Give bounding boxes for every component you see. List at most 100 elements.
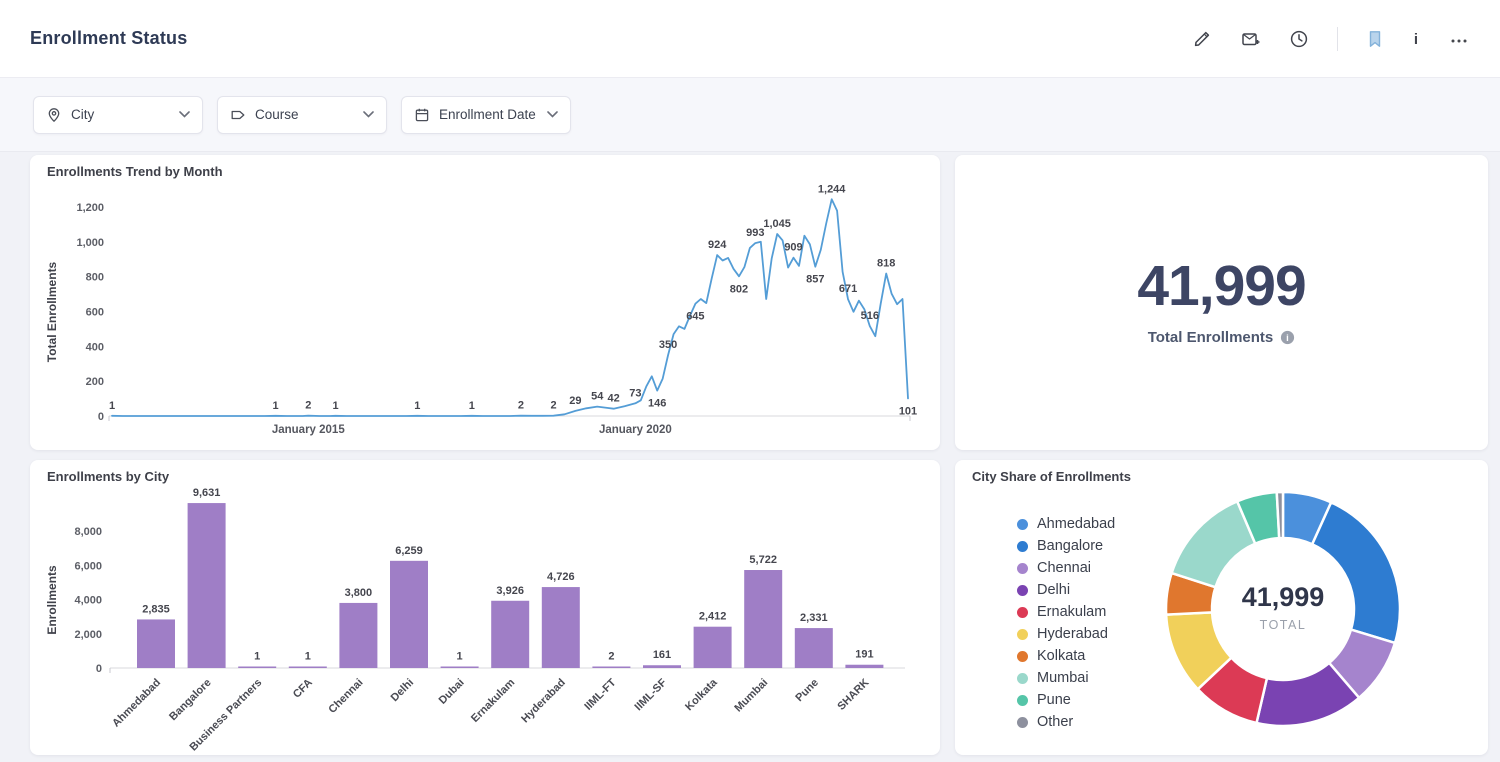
svg-text:1: 1 <box>414 400 420 412</box>
svg-text:IIML-FT: IIML-FT <box>582 676 618 712</box>
legend-label: Ernakulam <box>1037 604 1107 620</box>
header-toolbar: i <box>1192 26 1470 51</box>
legend-item-pune[interactable]: Pune <box>1017 692 1115 708</box>
svg-text:600: 600 <box>86 307 104 319</box>
svg-text:1: 1 <box>457 651 463 663</box>
svg-text:1,000: 1,000 <box>76 237 104 249</box>
svg-text:3,926: 3,926 <box>496 585 524 597</box>
svg-text:29: 29 <box>569 395 581 407</box>
svg-text:Bangalore: Bangalore <box>167 677 214 724</box>
svg-text:350: 350 <box>659 339 677 351</box>
svg-text:1: 1 <box>332 400 338 412</box>
kpi-label: Total Enrollments <box>1147 329 1274 346</box>
svg-text:200: 200 <box>86 376 104 388</box>
bar-chart-card: Enrollments by City 0 2,000 4,000 6,000 8,00… <box>30 460 940 755</box>
svg-text:802: 802 <box>730 283 748 295</box>
svg-text:993: 993 <box>746 227 764 239</box>
bar-chart-title: Enrollments by City <box>47 469 170 484</box>
svg-text:41,999: 41,999 <box>1242 582 1325 612</box>
svg-text:161: 161 <box>653 649 671 661</box>
donut-slice-bangalore[interactable] <box>1310 501 1402 645</box>
svg-text:6,000: 6,000 <box>74 560 102 572</box>
svg-text:1: 1 <box>109 400 115 412</box>
svg-text:1: 1 <box>305 651 311 663</box>
svg-text:857: 857 <box>806 274 824 286</box>
more-options-icon[interactable] <box>1448 29 1470 49</box>
info-icon[interactable]: i <box>1412 29 1420 49</box>
legend-label: Mumbai <box>1037 670 1089 686</box>
svg-text:4,726: 4,726 <box>547 571 575 583</box>
legend-item-other[interactable]: Other <box>1017 714 1115 730</box>
legend-dot <box>1017 584 1028 596</box>
svg-text:i: i <box>1414 31 1418 48</box>
donut-slice-other[interactable] <box>1275 490 1285 540</box>
legend-dot <box>1017 518 1028 530</box>
svg-text:Chennai: Chennai <box>326 677 365 716</box>
svg-text:671: 671 <box>839 283 857 295</box>
legend-label: Ahmedabad <box>1037 516 1116 532</box>
svg-text:645: 645 <box>686 311 704 323</box>
svg-text:January 2015: January 2015 <box>272 424 345 436</box>
svg-text:4,000: 4,000 <box>74 595 102 607</box>
edit-pencil-icon[interactable] <box>1192 29 1212 49</box>
legend-label: Pune <box>1037 692 1071 708</box>
export-add-icon[interactable] <box>1240 29 1261 49</box>
svg-text:Ernakulam: Ernakulam <box>469 676 517 724</box>
svg-text:909: 909 <box>784 242 802 254</box>
city-share-donut-chart[interactable]: 41,999 TOTAL <box>1156 482 1411 737</box>
svg-text:54: 54 <box>591 391 604 403</box>
legend-item-ahmedabad[interactable]: Ahmedabad <box>1017 516 1115 532</box>
svg-text:Enrollments: Enrollments <box>45 565 59 635</box>
legend-item-kolkata[interactable]: Kolkata <box>1017 648 1115 664</box>
enrollments-trend-line-chart[interactable]: 0 200 400 600 800 1,000 1,200 Total Enrollments… <box>30 155 940 450</box>
page-title: Enrollment Status <box>30 28 188 48</box>
svg-text:Pune: Pune <box>793 677 821 705</box>
toolbar-divider <box>1337 26 1338 51</box>
filter-city-dropdown[interactable]: City <box>33 95 203 134</box>
donut-chart-card: City Share of Enrollments Ahmedabad Banga… <box>955 460 1488 755</box>
svg-text:January 2020: January 2020 <box>599 424 672 436</box>
legend-item-bangalore[interactable]: Bangalore <box>1017 538 1115 554</box>
legend-item-mumbai[interactable]: Mumbai <box>1017 670 1115 686</box>
filter-course-dropdown[interactable]: Course <box>217 95 387 134</box>
bookmark-icon[interactable] <box>1366 29 1384 49</box>
legend-item-chennai[interactable]: Chennai <box>1017 560 1115 576</box>
filter-label: City <box>71 107 95 122</box>
dashboard-header: Enrollment Status i <box>0 0 1500 78</box>
svg-text:2: 2 <box>305 400 311 412</box>
chevron-down-icon <box>179 111 190 118</box>
legend-dot <box>1017 562 1028 574</box>
svg-text:800: 800 <box>86 272 104 284</box>
svg-text:101: 101 <box>899 405 917 417</box>
legend-item-ernakulam[interactable]: Ernakulam <box>1017 604 1115 620</box>
svg-text:2: 2 <box>551 400 557 412</box>
legend-label: Other <box>1037 714 1074 730</box>
legend-label: Delhi <box>1037 582 1071 598</box>
svg-text:146: 146 <box>648 398 666 410</box>
svg-text:IIML-SF: IIML-SF <box>633 676 670 713</box>
legend-item-hyderabad[interactable]: Hyderabad <box>1017 626 1115 642</box>
svg-text:400: 400 <box>86 341 104 353</box>
enrollments-by-city-bar-chart[interactable]: 0 2,000 4,000 6,000 8,000 Enrollments 2,835 Ahm… <box>30 460 940 755</box>
tag-icon <box>231 110 245 119</box>
filter-bar: City Course Enrollment Date <box>0 78 1500 152</box>
legend-label: Hyderabad <box>1037 626 1108 642</box>
line-chart-card: Enrollments Trend by Month 0 200 400 600 800… <box>30 155 940 450</box>
legend-label: Bangalore <box>1037 538 1104 554</box>
chevron-down-icon <box>363 111 374 118</box>
legend-label: Kolkata <box>1037 648 1086 664</box>
svg-text:2: 2 <box>608 651 614 663</box>
legend-item-delhi[interactable]: Delhi <box>1017 582 1115 598</box>
history-clock-icon[interactable] <box>1289 29 1309 49</box>
svg-text:6,259: 6,259 <box>395 545 423 557</box>
info-circle-icon[interactable]: i <box>1280 330 1295 345</box>
svg-text:Ahmedabad: Ahmedabad <box>110 677 163 730</box>
filter-enrollment-date-dropdown[interactable]: Enrollment Date <box>401 95 571 134</box>
svg-text:2,331: 2,331 <box>800 612 828 624</box>
svg-text:8,000: 8,000 <box>74 526 102 538</box>
svg-text:1: 1 <box>254 651 260 663</box>
legend-dot <box>1017 606 1028 618</box>
legend-dot <box>1017 716 1028 728</box>
calendar-icon <box>415 108 429 121</box>
svg-text:Delhi: Delhi <box>389 677 417 705</box>
